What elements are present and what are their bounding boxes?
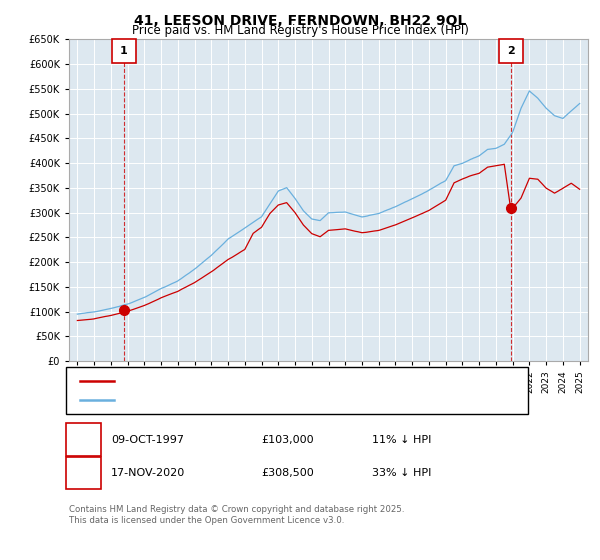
FancyBboxPatch shape — [112, 39, 136, 63]
Text: Price paid vs. HM Land Registry's House Price Index (HPI): Price paid vs. HM Land Registry's House … — [131, 24, 469, 37]
Text: Contains HM Land Registry data © Crown copyright and database right 2025.
This d: Contains HM Land Registry data © Crown c… — [69, 505, 404, 525]
Text: 41, LEESON DRIVE, FERNDOWN, BH22 9QL (detached house): 41, LEESON DRIVE, FERNDOWN, BH22 9QL (de… — [120, 376, 438, 386]
Text: 11% ↓ HPI: 11% ↓ HPI — [372, 435, 431, 445]
Text: HPI: Average price, detached house, Dorset: HPI: Average price, detached house, Dors… — [120, 395, 347, 405]
Text: 1: 1 — [120, 46, 128, 56]
Text: 2: 2 — [80, 468, 87, 478]
Text: 09-OCT-1997: 09-OCT-1997 — [111, 435, 184, 445]
Text: 17-NOV-2020: 17-NOV-2020 — [111, 468, 185, 478]
Text: £103,000: £103,000 — [261, 435, 314, 445]
Text: 1: 1 — [80, 435, 87, 445]
Text: 41, LEESON DRIVE, FERNDOWN, BH22 9QL: 41, LEESON DRIVE, FERNDOWN, BH22 9QL — [134, 14, 466, 28]
Text: 2: 2 — [507, 46, 515, 56]
Text: 33% ↓ HPI: 33% ↓ HPI — [372, 468, 431, 478]
Text: £308,500: £308,500 — [261, 468, 314, 478]
FancyBboxPatch shape — [499, 39, 523, 63]
